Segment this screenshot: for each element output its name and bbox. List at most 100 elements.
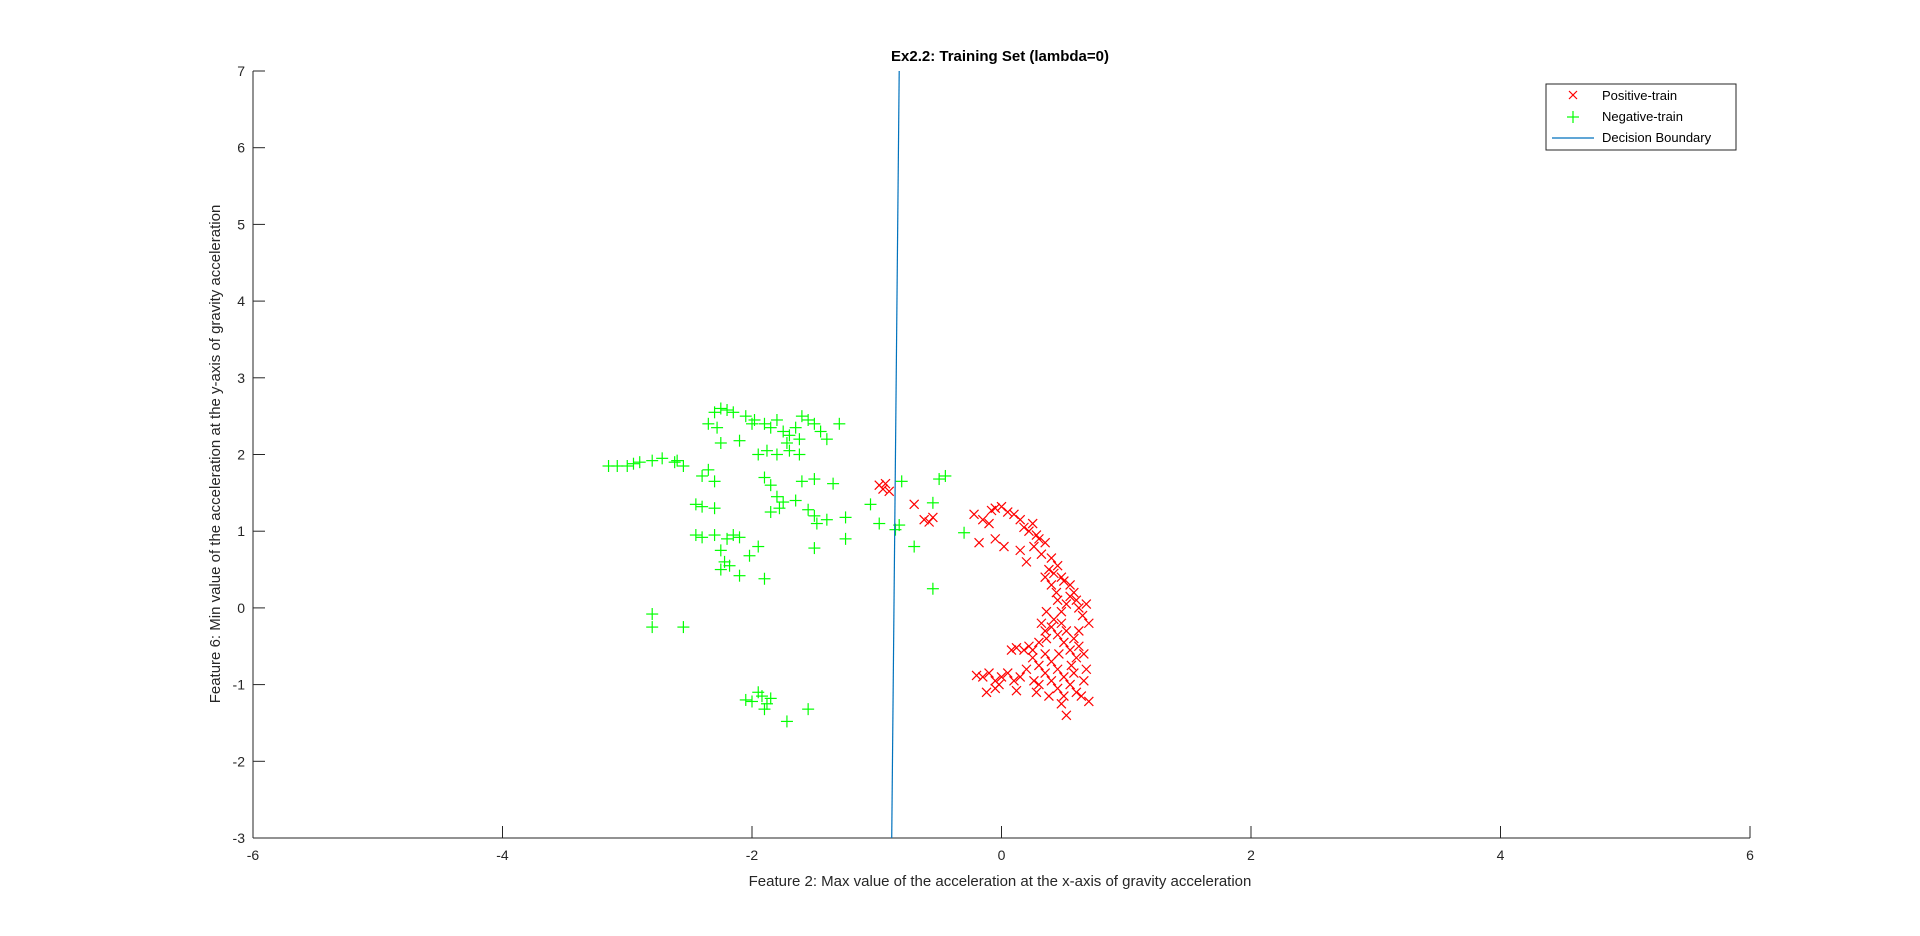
positive-train-point	[1034, 660, 1044, 671]
positive-train-point	[1058, 576, 1069, 586]
positive-train-point	[1076, 691, 1087, 702]
positive-train-point	[1048, 568, 1059, 579]
negative-train-point	[789, 494, 802, 507]
positive-train-point	[1046, 622, 1057, 632]
positive-train-point	[1040, 572, 1051, 583]
y-tick-label: 0	[237, 600, 245, 616]
negative-train-point	[770, 448, 783, 461]
negative-train-point	[708, 406, 721, 419]
positive-train-point	[984, 668, 994, 679]
positive-train-point	[1009, 675, 1019, 686]
x-tick-label: 6	[1746, 847, 1754, 863]
negative-train-point	[777, 496, 790, 509]
y-axis-label: Feature 6: Min value of the acceleration…	[207, 205, 224, 704]
negative-train-point	[752, 448, 765, 461]
positive-train-point	[1081, 599, 1092, 609]
negative-train-point	[702, 417, 715, 430]
positive-train-point	[1011, 642, 1022, 653]
negative-train-point	[833, 417, 846, 430]
positive-train-point	[1052, 683, 1063, 694]
positive-train-point	[1073, 641, 1084, 652]
positive-train-point	[1073, 625, 1084, 636]
positive-train-point	[1046, 656, 1057, 667]
negative-train-point	[908, 540, 921, 553]
positive-train-point	[1027, 518, 1038, 529]
positive-train-point	[971, 670, 982, 681]
negative-train-point	[646, 454, 659, 467]
positive-train-point	[1056, 618, 1067, 629]
legend-marker-x-icon	[1568, 90, 1578, 100]
negative-train-point	[696, 531, 709, 544]
positive-train-point	[1024, 526, 1034, 537]
positive-train-point	[1065, 645, 1076, 656]
y-tick-label: 7	[237, 63, 245, 79]
negative-train-point	[696, 500, 709, 513]
y-tick-label: 4	[237, 293, 245, 309]
legend-label-negative-train: Negative-train	[1602, 109, 1683, 124]
x-axis-ticks: -6 -4 -2 0 2 4 6	[247, 826, 1754, 863]
negative-train-point	[795, 410, 808, 423]
positive-train-point	[969, 509, 979, 520]
positive-train-point	[974, 537, 984, 548]
positive-train-point	[1083, 618, 1094, 629]
positive-train-point	[1081, 664, 1092, 675]
positive-train-point	[990, 533, 1001, 544]
positive-train-point	[1021, 556, 1032, 567]
negative-train-point	[758, 703, 771, 716]
positive-train-point	[884, 486, 895, 497]
legend: Positive-train Negative-train Decision B…	[1545, 83, 1737, 151]
negative-train-point	[873, 517, 886, 530]
negative-train-point	[864, 498, 877, 511]
negative-train-point	[839, 511, 852, 524]
negative-train-point	[789, 421, 802, 434]
positive-train-point	[1065, 679, 1076, 690]
positive-train-point	[1061, 625, 1072, 636]
negative-train-point	[780, 436, 793, 449]
negative-train-point	[708, 475, 721, 488]
y-tick-label: -1	[233, 677, 246, 693]
negative-train-point	[711, 421, 724, 434]
negative-train-point	[808, 417, 821, 430]
positive-train-point	[1051, 587, 1062, 598]
negative-train-point	[714, 544, 727, 557]
negative-train-point	[739, 693, 752, 706]
negative-train-point	[714, 436, 727, 449]
positive-train-point	[1071, 652, 1082, 663]
positive-train-point	[1041, 606, 1052, 617]
positive-train-point	[1002, 507, 1013, 517]
legend-item-decision-boundary: Decision Boundary	[1552, 130, 1712, 145]
negative-train-point	[764, 421, 777, 434]
negative-train-point	[752, 686, 765, 699]
positive-train-point	[1073, 602, 1084, 613]
x-axis-label: Feature 2: Max value of the acceleration…	[749, 873, 1252, 890]
negative-train-point	[764, 506, 777, 519]
data-layer	[602, 70, 1094, 839]
legend-item-positive-train: Positive-train	[1568, 88, 1677, 103]
positive-train-point	[880, 478, 891, 489]
positive-train-point	[1046, 579, 1057, 590]
y-tick-label: 2	[237, 447, 245, 463]
negative-train-point	[895, 475, 908, 488]
x-tick-label: 2	[1247, 847, 1255, 863]
negative-train-point	[727, 406, 740, 419]
positive-train-point	[1036, 549, 1047, 560]
positive-train-point	[1061, 599, 1072, 609]
negative-train-point	[808, 509, 821, 522]
negative-train-point	[746, 417, 758, 430]
positive-train-point	[1052, 629, 1063, 640]
negative-train-point	[758, 417, 771, 430]
negative-train-point	[926, 496, 939, 509]
positive-train-point	[1078, 675, 1089, 686]
negative-train-point	[714, 402, 727, 415]
positive-train-point	[1029, 675, 1039, 686]
negative-train-point	[764, 479, 777, 492]
positive-train-point	[1041, 633, 1052, 644]
negative-train-point	[793, 448, 806, 461]
negative-train-point	[727, 529, 740, 542]
x-tick-label: 4	[1497, 847, 1505, 863]
negative-train-point	[802, 703, 815, 716]
positive-train-point	[924, 517, 935, 527]
negative-train-point	[723, 559, 736, 572]
